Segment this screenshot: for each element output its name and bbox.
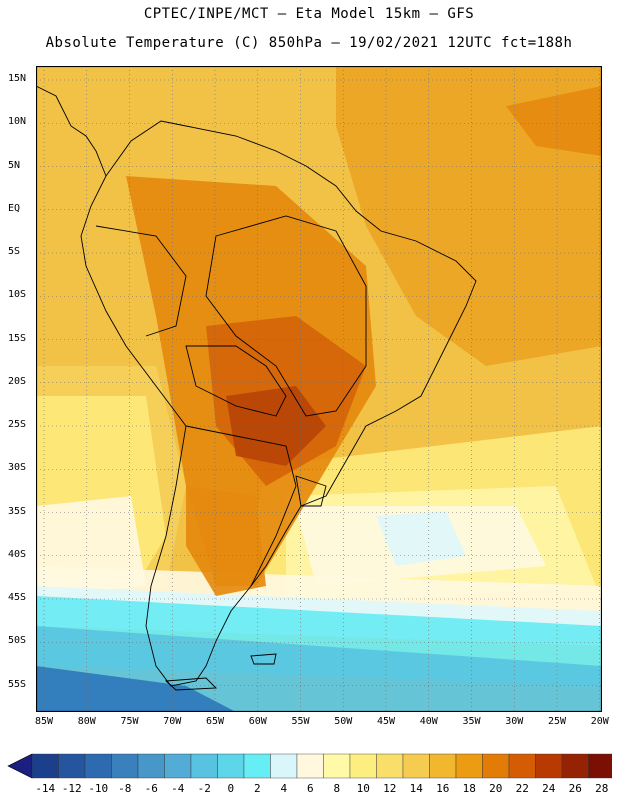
colorbar-label: 26 [568, 782, 582, 795]
colorbar-label: 12 [383, 782, 397, 795]
colorbar-label: 18 [462, 782, 476, 795]
colorbar-swatch [296, 753, 324, 779]
colorbar-label: 20 [489, 782, 503, 795]
colorbar-label: -14 [35, 782, 56, 795]
border-peru-colombia [95, 225, 187, 337]
coastline-tierra-del-fuego [164, 677, 218, 691]
lon-label: 35W [462, 716, 481, 727]
map-frame [36, 66, 602, 712]
colorbar-swatch [561, 753, 589, 779]
field-southern-deep [36, 666, 236, 712]
lat-label: 45S [8, 592, 27, 603]
lat-label: 5N [8, 159, 21, 171]
colorbar-swatch [455, 753, 483, 779]
border-uruguay [295, 475, 327, 507]
colorbar-label: 4 [280, 782, 288, 795]
lat-label: 15S [8, 332, 27, 344]
colorbar-swatch [376, 753, 404, 779]
coastline-south-america [80, 120, 477, 687]
temperature-map [36, 66, 602, 712]
colorbar-label: 6 [306, 782, 314, 795]
title-line-1: CPTEC/INPE/MCT — Eta Model 15km — GFS [143, 6, 475, 22]
lat-label: 5S [8, 246, 21, 257]
lon-label: 60W [248, 716, 267, 727]
colorbar-label: 16 [436, 782, 450, 795]
coastline-central-america [36, 85, 107, 177]
lon-label: 65W [205, 716, 225, 727]
lat-label: 15N [8, 73, 27, 84]
colorbar-swatch [84, 753, 112, 779]
field-atlantic-orange [506, 86, 602, 156]
colorbar-label: 8 [333, 782, 341, 795]
colorbar-swatch [482, 753, 510, 779]
lon-label: 70W [163, 716, 182, 727]
lon-label: 55W [291, 716, 310, 727]
colorbar-swatch [429, 753, 457, 779]
colorbar-swatch [535, 753, 563, 779]
lat-label: 20S [8, 375, 27, 387]
colorbar-swatch [508, 753, 536, 779]
lon-label: 20W [590, 716, 609, 727]
colorbar-swatch [137, 753, 165, 779]
colorbar-swatch [243, 753, 271, 779]
lat-label: 40S [8, 548, 27, 560]
field-patagonia-orange [186, 486, 266, 596]
title-line-2: Absolute Temperature (C) 850hPa — 19/02/… [45, 35, 573, 51]
lon-label: 45W [376, 716, 396, 727]
lon-label: 85W [34, 716, 54, 727]
lat-label: 55S [8, 678, 27, 690]
colorbar-swatch [164, 753, 192, 779]
border-bolivia-paraguay [185, 345, 287, 417]
colorbar-swatch [323, 753, 351, 779]
coastline-falklands [250, 653, 277, 665]
colorbar-swatch [58, 753, 86, 779]
colorbar-label: 14 [409, 782, 423, 795]
lat-label: 35S [8, 505, 27, 517]
lon-label: 25W [547, 716, 567, 727]
colorbar-swatch [349, 753, 377, 779]
colorbar [7, 753, 612, 779]
colorbar-label: -12 [61, 782, 82, 795]
colorbar-label: -8 [118, 782, 132, 795]
lat-label: 10S [8, 289, 27, 301]
colorbar-label: 0 [227, 782, 235, 795]
colorbar-label: 22 [515, 782, 529, 795]
colorbar-label: -10 [88, 782, 109, 795]
colorbar-label: -4 [171, 782, 185, 795]
colorbar-swatch [31, 753, 59, 779]
lat-label: 50S [8, 635, 27, 647]
colorbar-label: 10 [356, 782, 370, 795]
border-brazil [205, 215, 367, 417]
border-argentina [185, 425, 297, 587]
lon-label: 30W [505, 716, 524, 727]
lon-label: 80W [77, 716, 96, 727]
lat-label: EQ [8, 202, 21, 214]
colorbar-under-arrow [7, 753, 33, 779]
lat-label: 10N [8, 116, 27, 128]
colorbar-label: 24 [542, 782, 556, 795]
lon-label: 75W [120, 716, 139, 727]
colorbar-label: -2 [197, 782, 211, 795]
colorbar-swatch [111, 753, 139, 779]
lon-label: 40W [419, 716, 438, 727]
colorbar-swatch [217, 753, 245, 779]
field-atlantic-cyan [376, 511, 466, 566]
colorbar-label: 2 [253, 782, 261, 795]
colorbar-label: 28 [595, 782, 609, 795]
lat-label: 30S [8, 462, 27, 474]
lon-label: 50W [334, 716, 353, 727]
colorbar-swatch [270, 753, 298, 779]
colorbar-swatch [402, 753, 430, 779]
colorbar-swatch [190, 753, 218, 779]
colorbar-swatch [588, 753, 612, 779]
lat-label: 25S [8, 419, 27, 430]
colorbar-label: -6 [144, 782, 158, 795]
